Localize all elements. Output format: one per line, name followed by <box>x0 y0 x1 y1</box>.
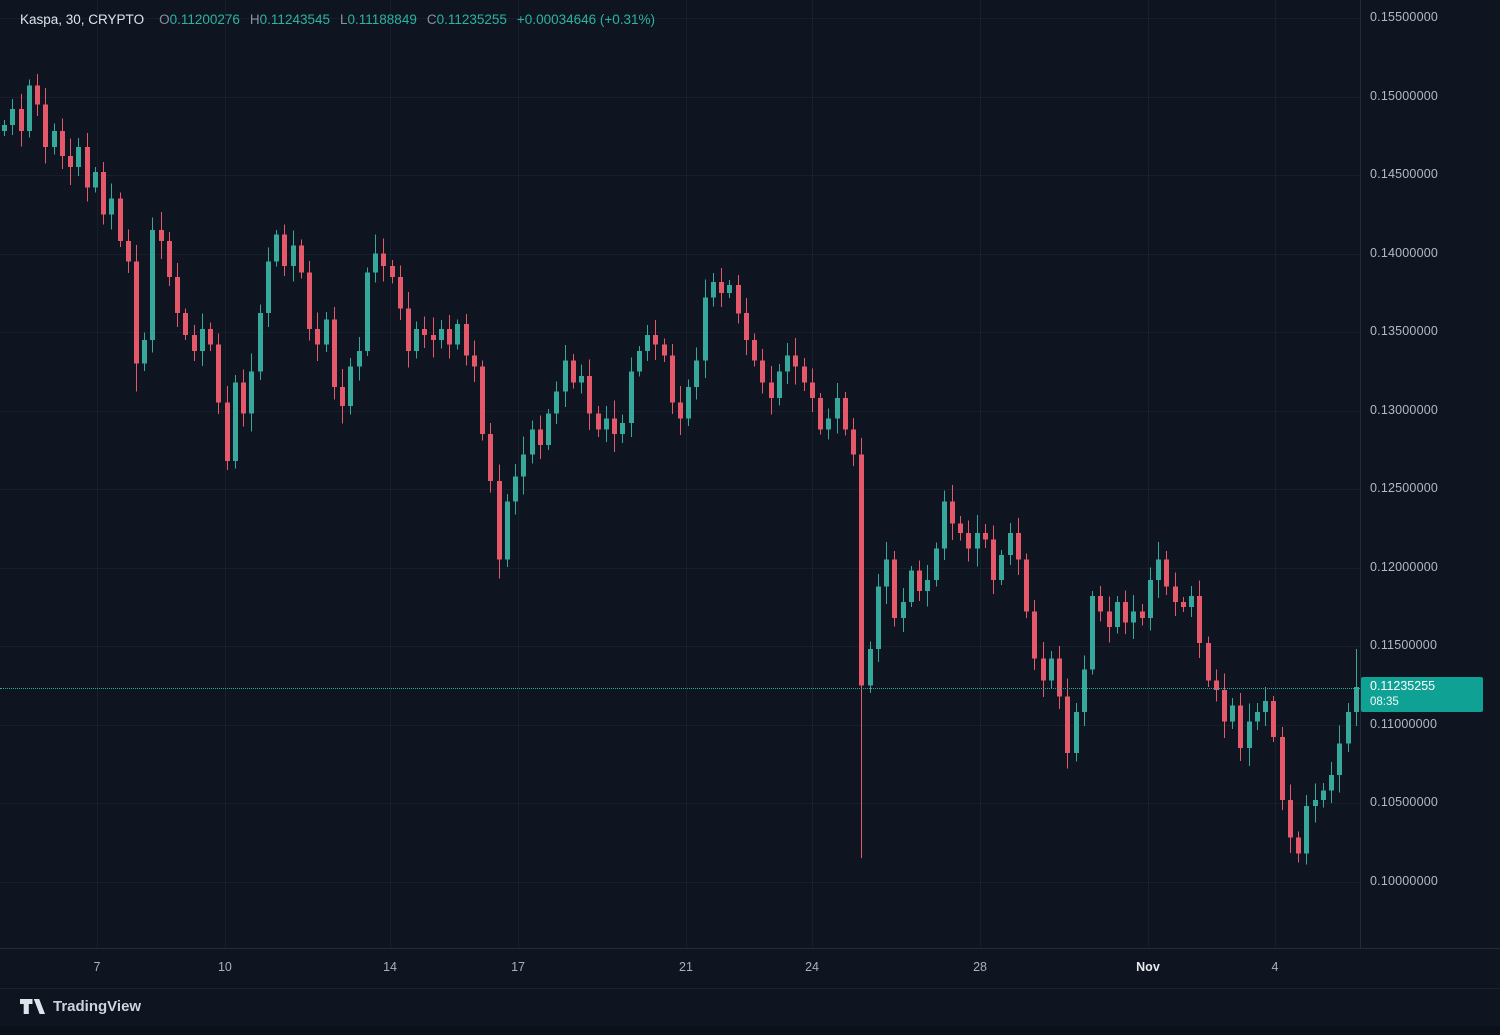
price-change: +0.00034646 (+0.31%) <box>516 12 656 27</box>
current-price-line <box>0 688 1360 689</box>
time-axis-label[interactable]: 4 <box>1271 960 1279 974</box>
price-axis-label: 0.11000000 <box>1370 716 1438 731</box>
price-axis-label: 0.11500000 <box>1370 638 1438 653</box>
time-axis-label[interactable]: 21 <box>679 960 693 974</box>
price-axis[interactable]: 0.11235255 08:35 0.15500000 0.15000000 0.1… <box>1360 0 1500 948</box>
symbol-legend: Kaspa, 30, CRYPTO O0.11200276 H0.1124354… <box>20 12 655 27</box>
time-axis-label[interactable]: 14 <box>383 960 397 974</box>
time-axis-label[interactable]: 28 <box>973 960 987 974</box>
ohlc-close: C0.11235255 <box>426 12 507 27</box>
time-axis-label[interactable]: 17 <box>511 960 525 974</box>
time-axis-label[interactable]: 10 <box>217 960 232 974</box>
chart-plot-area[interactable]: Kaspa, 30, CRYPTO O0.11200276 H0.1124354… <box>0 0 1360 948</box>
price-axis-label: 0.14000000 <box>1370 245 1439 260</box>
symbol-title[interactable]: Kaspa, 30, CRYPTO <box>20 12 145 27</box>
time-axis[interactable]: 7 10 14 17 21 24 28 Nov 4 <box>0 948 1500 988</box>
price-axis-label: 0.13500000 <box>1370 324 1439 339</box>
price-axis-label: 0.15000000 <box>1370 88 1439 103</box>
grid-layer <box>0 0 1360 948</box>
time-axis-label[interactable]: Nov <box>1136 960 1160 974</box>
footer-bar: TradingView <box>0 988 1500 1035</box>
candlestick-chart[interactable] <box>0 0 1360 948</box>
price-axis-label: 0.12000000 <box>1370 559 1439 574</box>
time-axis-label[interactable]: 24 <box>805 960 819 974</box>
ohlc-open: O0.11200276 <box>159 12 240 27</box>
price-axis-label: 0.10000000 <box>1370 873 1439 888</box>
ohlc-high: H0.11243545 <box>249 12 330 27</box>
current-price-badge[interactable]: 0.11235255 08:35 <box>1361 677 1483 712</box>
price-axis-label: 0.14500000 <box>1370 167 1439 182</box>
bottom-strip <box>0 1026 1500 1035</box>
price-axis-label: 0.15500000 <box>1370 10 1439 25</box>
time-axis-label[interactable]: 7 <box>93 960 101 974</box>
ohlc-low: L0.11188849 <box>340 12 417 27</box>
price-axis-label: 0.10500000 <box>1370 795 1439 810</box>
tradingview-logo-icon[interactable] <box>20 999 45 1014</box>
bar-countdown: 08:35 <box>1370 695 1399 708</box>
current-price-value: 0.11235255 <box>1370 679 1436 693</box>
price-axis-label: 0.12500000 <box>1370 481 1439 496</box>
tradingview-brand[interactable]: TradingView <box>53 998 142 1015</box>
candles-layer <box>2 74 1359 865</box>
price-axis-label: 0.13000000 <box>1370 402 1439 417</box>
